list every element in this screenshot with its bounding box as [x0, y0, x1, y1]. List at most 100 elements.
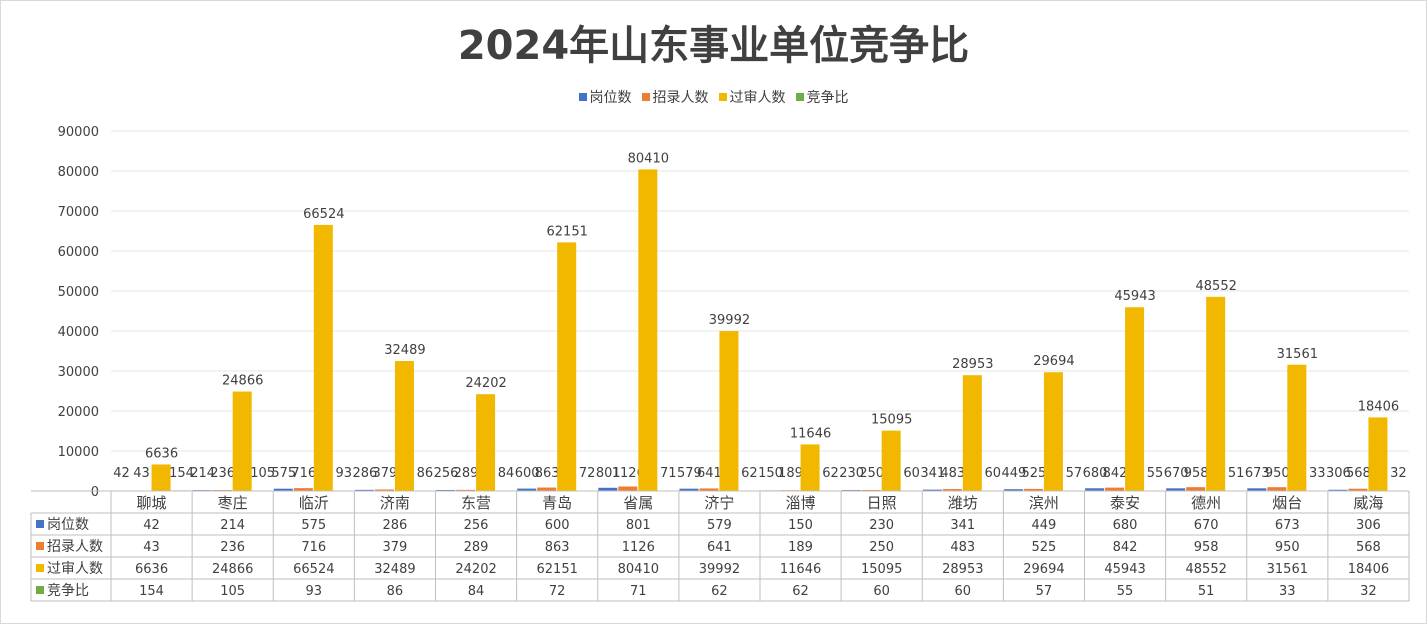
data-label: 154 [169, 466, 194, 481]
table-cell: 32489 [374, 562, 415, 577]
table-cell: 29694 [1023, 562, 1064, 577]
legend-swatch [578, 93, 587, 101]
category-label: 省属 [623, 494, 653, 512]
table-cell: 236 [220, 540, 245, 555]
data-label: 716 [291, 466, 316, 481]
table-cell: 958 [1194, 540, 1219, 555]
table-cell: 525 [1032, 540, 1057, 555]
data-label: 62 [822, 466, 839, 481]
bar [1247, 488, 1267, 491]
data-label: 31561 [1277, 347, 1318, 362]
bar [1043, 372, 1063, 491]
data-label: 289 [454, 466, 479, 481]
data-label: 15095 [871, 413, 912, 428]
category-label: 聊城 [137, 494, 167, 512]
data-label: 39992 [709, 313, 750, 328]
table-cell: 670 [1194, 518, 1219, 533]
y-tick-label: 20000 [58, 405, 99, 420]
data-label: 256 [434, 466, 459, 481]
table-cell: 15095 [861, 562, 902, 577]
data-label: 11646 [790, 426, 831, 441]
table-cell: 863 [545, 540, 570, 555]
table-legend-swatch [36, 564, 44, 572]
y-tick-label: 30000 [58, 365, 99, 380]
bar [922, 489, 942, 491]
table-cell: 575 [301, 518, 326, 533]
table-cell: 60 [873, 584, 890, 599]
bar [456, 489, 476, 491]
data-label: 958 [1184, 466, 1209, 481]
category-label: 淄博 [786, 494, 816, 512]
table-cell: 42 [143, 518, 160, 533]
category-label: 青岛 [542, 494, 572, 512]
data-label: 483 [940, 466, 965, 481]
table-cell: 189 [788, 540, 813, 555]
data-label: 673 [1245, 466, 1270, 481]
y-tick-label: 90000 [58, 125, 99, 140]
table-cell: 1126 [622, 540, 655, 555]
data-label: 55 [1147, 466, 1164, 481]
table-cell: 28953 [942, 562, 983, 577]
category-label: 德州 [1191, 494, 1221, 512]
category-label: 滨州 [1029, 494, 1059, 512]
table-cell: 31561 [1267, 562, 1308, 577]
bar [1348, 488, 1368, 491]
legend-item-3: 竞争比 [795, 87, 849, 107]
bar [354, 489, 374, 491]
table-cell: 154 [139, 584, 164, 599]
table-cell: 62 [711, 584, 728, 599]
table-cell: 306 [1356, 518, 1381, 533]
legend-label: 岗位数 [589, 90, 632, 106]
bar [1186, 487, 1206, 491]
table-cell: 483 [950, 540, 975, 555]
table-cell: 449 [1032, 518, 1057, 533]
y-tick-label: 70000 [58, 205, 99, 220]
y-tick-label: 40000 [58, 325, 99, 340]
bar [1023, 488, 1043, 491]
data-label: 286 [353, 466, 378, 481]
table-cell: 673 [1275, 518, 1300, 533]
data-label: 525 [1022, 466, 1047, 481]
table-cell: 57 [1036, 584, 1053, 599]
legend-item-2: 过审人数 [718, 87, 786, 107]
bar [151, 464, 171, 491]
category-label: 济宁 [704, 494, 734, 512]
bar [374, 489, 394, 491]
data-label: 51 [1228, 466, 1245, 481]
table-cell: 105 [220, 584, 245, 599]
table-cell: 600 [545, 518, 570, 533]
category-label: 泰安 [1110, 494, 1140, 512]
y-tick-label: 50000 [58, 285, 99, 300]
data-label: 84 [498, 466, 515, 481]
data-label: 379 [373, 466, 398, 481]
bar [313, 224, 333, 492]
chart-title: 2024年山东事业单位竞争比 [457, 23, 970, 69]
data-label: 42 [113, 466, 130, 481]
data-label: 1126 [612, 466, 645, 481]
table-cell: 62151 [537, 562, 578, 577]
data-label: 214 [190, 466, 215, 481]
table-cell: 150 [788, 518, 813, 533]
data-label: 80410 [628, 151, 669, 166]
table-cell: 18406 [1348, 562, 1389, 577]
legend-item-1: 招录人数 [641, 87, 709, 107]
category-label: 威海 [1353, 494, 1383, 512]
data-label: 680 [1083, 466, 1108, 481]
bar [1368, 417, 1388, 491]
y-tick-label: 0 [91, 485, 99, 500]
data-label: 86 [417, 466, 434, 481]
table-cell: 84 [468, 584, 485, 599]
y-tick-label: 10000 [58, 445, 99, 460]
table-cell: 55 [1117, 584, 1134, 599]
bar [394, 361, 414, 491]
legend-label: 过审人数 [729, 90, 786, 106]
legend-item-0: 岗位数 [578, 87, 632, 107]
table-cell: 680 [1113, 518, 1138, 533]
category-label: 日照 [867, 494, 897, 512]
table-cell: 43 [143, 540, 160, 555]
table-cell: 230 [869, 518, 894, 533]
bar [436, 489, 456, 491]
table-cell: 66524 [293, 562, 334, 577]
category-label: 枣庄 [218, 494, 248, 512]
data-label: 60 [903, 466, 920, 481]
